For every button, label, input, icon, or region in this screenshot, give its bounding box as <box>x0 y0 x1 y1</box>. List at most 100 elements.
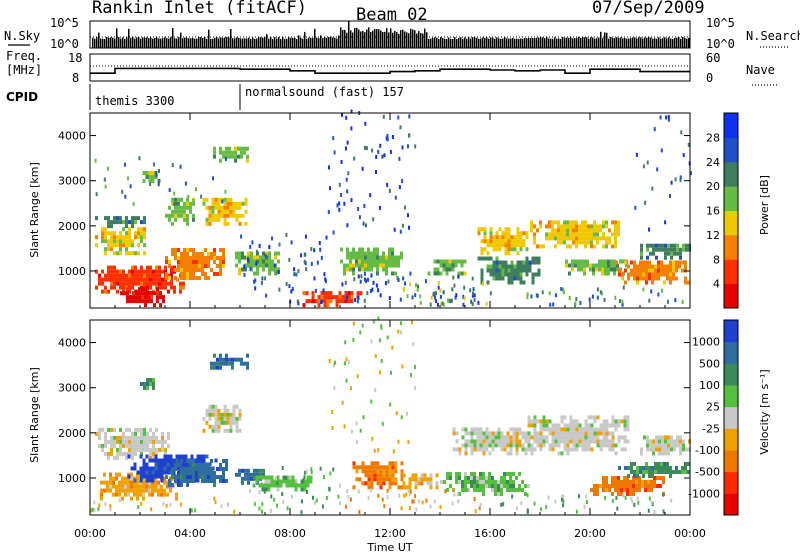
heatmap-cell <box>639 272 642 277</box>
heatmap-cell <box>164 451 167 456</box>
heatmap-cell <box>142 488 145 493</box>
nsky-bar <box>436 37 438 48</box>
heatmap-cell <box>341 112 343 117</box>
heatmap-cell <box>110 247 113 252</box>
heatmap-cell <box>260 281 263 285</box>
heatmap-cell <box>548 224 551 229</box>
heatmap-cell <box>630 268 633 273</box>
heatmap-cell <box>250 476 253 481</box>
heatmap-cell <box>455 480 458 484</box>
heatmap-cell <box>464 488 467 492</box>
heatmap-cell <box>134 281 137 286</box>
heatmap-cell <box>229 209 233 214</box>
heatmap-cell <box>246 146 249 151</box>
heatmap-cell <box>343 271 346 276</box>
heatmap-cell <box>461 480 464 484</box>
heatmap-cell <box>569 244 572 249</box>
heatmap-cell <box>222 471 225 475</box>
heatmap-cell <box>557 451 561 456</box>
heatmap-cell <box>274 255 277 260</box>
heatmap-cell <box>189 256 192 260</box>
nsky-bar <box>500 38 502 48</box>
heatmap-cell <box>580 259 583 264</box>
heatmap-cell <box>158 273 161 278</box>
nsky-bar <box>154 38 156 48</box>
heatmap-cell <box>133 462 137 467</box>
heatmap-cell <box>629 484 632 488</box>
heatmap-cell <box>602 484 605 488</box>
heatmap-cell <box>578 435 582 440</box>
heatmap-cell <box>476 484 479 488</box>
heatmap-cell <box>599 236 602 241</box>
heatmap-cell <box>167 273 170 278</box>
heatmap-cell <box>605 240 608 245</box>
heatmap-cell <box>143 447 146 452</box>
heatmap-cell <box>235 404 239 409</box>
heatmap-cell <box>104 443 107 448</box>
heatmap-cell <box>139 492 142 497</box>
heatmap-cell <box>163 462 167 467</box>
heatmap-cell <box>617 484 620 488</box>
heatmap-cell <box>238 472 241 477</box>
colorbar-segment <box>724 471 738 494</box>
heatmap-cell <box>424 279 427 284</box>
heatmap-cell <box>174 205 177 210</box>
heatmap-cell <box>109 472 112 477</box>
nsky-bar <box>558 38 560 48</box>
heatmap-cell <box>614 443 618 448</box>
heatmap-cell <box>150 291 153 296</box>
heatmap-cell <box>133 488 136 493</box>
nsky-bar <box>280 38 282 48</box>
heatmap-cell <box>614 220 617 225</box>
heatmap-cell <box>370 263 373 268</box>
heatmap-cell <box>196 478 200 483</box>
heatmap-cell <box>575 224 578 229</box>
heatmap-cell <box>261 482 263 487</box>
heatmap-cell <box>343 201 346 206</box>
heatmap-cell <box>122 443 125 448</box>
nsky-bar <box>638 37 640 48</box>
heatmap-cell <box>685 243 688 248</box>
heatmap-cell <box>651 470 654 474</box>
heatmap-cell <box>201 268 204 272</box>
heatmap-cell <box>205 412 209 417</box>
heatmap-cell <box>515 451 519 456</box>
heatmap-cell <box>572 431 576 436</box>
nsky-bar <box>390 28 392 48</box>
heatmap-cell <box>367 496 370 501</box>
heatmap-cell <box>678 470 681 474</box>
heatmap-cell <box>621 299 624 304</box>
heatmap-cell <box>186 264 189 268</box>
heatmap-cell <box>170 273 173 278</box>
heatmap-cell <box>660 462 663 466</box>
heatmap-cell <box>602 232 605 237</box>
heatmap-cell <box>515 435 519 440</box>
heatmap-cell <box>267 475 271 480</box>
heatmap-cell <box>155 427 158 432</box>
heatmap-cell <box>322 288 325 293</box>
heatmap-cell <box>367 259 370 264</box>
nsky-bar <box>630 38 632 48</box>
heatmap-cell <box>675 264 678 269</box>
heatmap-cell <box>518 488 521 492</box>
nave-tick-bottom: 0 <box>706 71 713 85</box>
heatmap-cell <box>235 420 239 425</box>
heatmap-cell <box>495 235 499 240</box>
heatmap-cell <box>359 279 362 284</box>
nsky-bar <box>286 38 288 48</box>
heatmap-cell <box>513 235 517 240</box>
nsky-bar <box>258 37 260 48</box>
heatmap-cell <box>554 228 557 233</box>
nsky-bar <box>540 37 542 48</box>
heatmap-cell <box>186 276 189 280</box>
heatmap-cell <box>113 285 116 290</box>
heatmap-cell <box>503 484 506 488</box>
heatmap-cell <box>235 255 238 260</box>
heatmap-cell <box>629 480 632 484</box>
heatmap-cell <box>229 412 233 417</box>
heatmap-cell <box>482 488 485 492</box>
heatmap-cell <box>489 231 493 236</box>
nsky-bar <box>282 37 284 48</box>
heatmap-cell <box>619 299 621 304</box>
heatmap-cell <box>681 260 684 265</box>
